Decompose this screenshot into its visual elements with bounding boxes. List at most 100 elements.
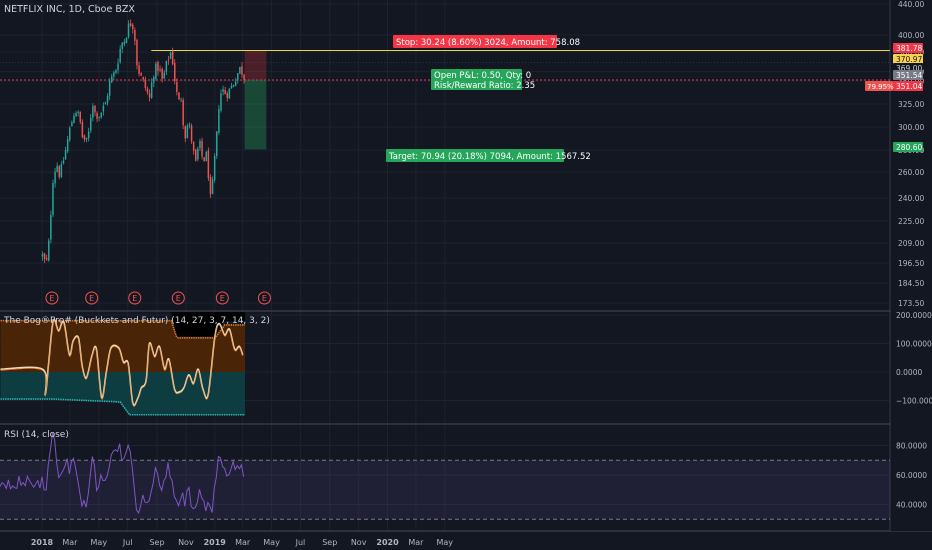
price-level-tag-bg <box>893 81 923 91</box>
price-level-tag: 351.54 <box>896 71 922 80</box>
time-tick-label: Sep <box>322 538 337 547</box>
price-pane[interactable]: E E E E E E Stop: 30.24 (8.60%) 3024, Amount:… <box>0 19 890 305</box>
candle-body <box>203 157 205 162</box>
earnings-glyph: E <box>176 294 181 303</box>
candle-body <box>184 126 187 139</box>
candle-body <box>100 112 103 118</box>
rsi-band <box>0 460 890 520</box>
risk-reward-label: Risk/Reward Ratio: 2.35 <box>434 81 535 91</box>
position-tool[interactable] <box>244 50 267 150</box>
candle-body <box>79 111 82 122</box>
candle-body <box>85 137 88 140</box>
candle-body <box>192 141 195 151</box>
candle-body <box>125 37 128 43</box>
candle-body <box>218 109 220 133</box>
candle-body <box>234 81 237 86</box>
candle-body <box>213 155 216 181</box>
time-axis[interactable]: 2018 Mar May Jul Sep Nov 2019 Mar May Jul Sep Nov 20… <box>31 538 453 547</box>
time-tick-label: Mar <box>408 538 424 547</box>
candle-body <box>41 254 44 257</box>
stop-label: Stop: 30.24 (8.60%) 3024, Amount: 758.08 <box>396 38 580 48</box>
rsi-title: RSI (14, close) <box>4 430 69 440</box>
rsi-pane[interactable] <box>0 432 890 520</box>
candle-body <box>182 100 184 126</box>
price-tick-label: 325.00 <box>898 100 924 109</box>
candle-body <box>190 125 193 142</box>
candle-body <box>87 131 90 139</box>
price-level-tag: 381.78 <box>896 44 922 53</box>
candle-body <box>232 85 235 87</box>
price-tick-label: 260.00 <box>898 168 924 177</box>
earnings-marker <box>128 291 142 305</box>
stop-label-bg <box>393 35 557 48</box>
oscillator-tick-label: 0.0000 <box>896 368 922 377</box>
earnings-glyph: E <box>220 294 225 303</box>
time-tick-label: Jul <box>122 538 133 547</box>
candle-body <box>45 258 48 260</box>
candle-body <box>115 70 117 73</box>
candle-body <box>211 179 214 194</box>
earnings-marker <box>257 291 271 305</box>
price-axis[interactable]: 440.00400.00380.00360.00350.00325.00300.… <box>865 0 932 531</box>
time-tick-label: May <box>437 538 454 547</box>
candle-body <box>140 73 142 76</box>
candle-body <box>148 93 151 98</box>
candle-body <box>98 117 100 118</box>
time-tick-label: Jul <box>295 538 306 547</box>
candle-body <box>180 99 182 101</box>
candle-body <box>195 149 197 161</box>
candle-body <box>58 166 61 177</box>
candle-body <box>199 140 201 148</box>
candle-body <box>69 127 71 141</box>
candle-body <box>136 39 138 66</box>
candle-body <box>237 73 239 81</box>
candle-body <box>159 69 161 71</box>
oscillator-lower-band <box>0 372 246 415</box>
target-label-bg <box>386 149 564 162</box>
candle-body <box>226 93 229 98</box>
time-tick-label: 2018 <box>31 538 54 547</box>
candle-body <box>144 79 147 88</box>
price-tick-label: 440.00 <box>898 0 924 9</box>
candle-body <box>163 72 166 79</box>
candle-body <box>129 23 132 26</box>
candle-body <box>66 139 69 152</box>
candle-body <box>50 214 52 240</box>
candle-body <box>73 115 75 124</box>
oscillator-pane[interactable] <box>0 312 246 416</box>
position-labels: Stop: 30.24 (8.60%) 3024, Amount: 758.08… <box>386 35 591 162</box>
oscillator-line <box>0 318 244 407</box>
earnings-marker <box>215 291 229 305</box>
oscillator-top-cap <box>171 312 246 337</box>
stop-zone <box>244 50 267 80</box>
candle-body <box>48 240 50 261</box>
candle-body <box>123 41 126 45</box>
oscillator-tick-label: −100.0000 <box>896 397 932 406</box>
grid <box>0 0 932 532</box>
candle-body <box>113 72 115 77</box>
candle-body <box>157 62 159 72</box>
candle-body <box>178 92 180 100</box>
candle-body <box>56 165 58 172</box>
candle-body <box>239 66 241 74</box>
candle-body <box>220 93 222 111</box>
price-level-tag-bg <box>893 70 923 80</box>
price-level-tag-bg <box>893 54 923 64</box>
candle-body <box>205 152 208 162</box>
candle-body <box>174 62 176 82</box>
oscillator-tick-label: 200.0000 <box>896 311 932 320</box>
candle-body <box>167 59 170 61</box>
price-level-tag: 370.97 <box>896 55 922 64</box>
candle-body <box>165 60 168 72</box>
candle-body <box>108 80 111 97</box>
price-tick-label: 173.50 <box>898 299 924 308</box>
pnl-label: Open P&L: 0.50, Qty: 0 <box>434 71 531 81</box>
candle-body <box>224 89 226 95</box>
candle-body <box>201 140 203 157</box>
candle-body <box>62 160 65 164</box>
time-tick-label: 2020 <box>376 538 399 547</box>
candle-body <box>121 42 124 49</box>
candlestick-series <box>41 19 245 264</box>
